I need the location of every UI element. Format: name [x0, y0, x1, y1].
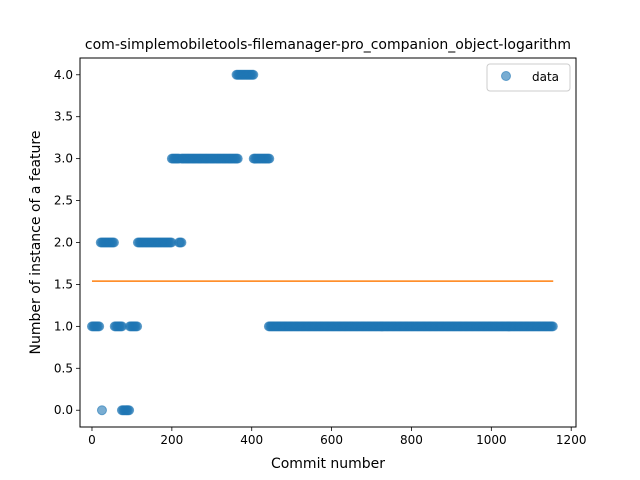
data-point [96, 405, 107, 416]
data-point [232, 153, 243, 164]
y-tick-label: 3.0 [54, 152, 73, 166]
x-axis-label: Commit number [271, 456, 385, 472]
plot-marks [86, 69, 558, 416]
chart-title: com-simplemobiletools-filemanager-pro_co… [85, 37, 571, 53]
y-axis: 0.0 0.5 1.0 1.5 2.0 2.5 3.0 3.5 4.0 [54, 68, 80, 417]
x-tick-label: 1000 [476, 433, 507, 447]
y-tick-label: 1.0 [54, 319, 73, 333]
y-tick-label: 2.5 [54, 194, 73, 208]
data-point [124, 405, 135, 416]
data-point [132, 321, 143, 332]
x-axis: 0 200 400 600 800 1000 1200 [88, 427, 586, 447]
x-tick-label: 600 [320, 433, 343, 447]
data-point [108, 237, 119, 248]
x-tick-label: 400 [240, 433, 263, 447]
x-tick-label: 200 [160, 433, 183, 447]
legend: data [486, 63, 571, 92]
data-point [264, 153, 275, 164]
y-tick-label: 0.0 [54, 403, 73, 417]
y-axis-label: Number of instance of a feature [28, 131, 44, 355]
x-tick-label: 0 [88, 433, 96, 447]
x-tick-label: 1200 [556, 433, 587, 447]
legend-label: data [532, 70, 559, 84]
legend-marker [501, 71, 511, 81]
legend-box [486, 63, 571, 92]
data-point [176, 237, 187, 248]
y-tick-label: 2.0 [54, 236, 73, 250]
x-tick-label: 800 [400, 433, 423, 447]
data-point [248, 69, 259, 80]
y-tick-label: 3.5 [54, 110, 73, 124]
y-tick-label: 1.5 [54, 277, 73, 291]
y-tick-label: 0.5 [54, 361, 73, 375]
data-point [547, 321, 558, 332]
y-tick-label: 4.0 [54, 68, 73, 82]
data-point [94, 321, 105, 332]
